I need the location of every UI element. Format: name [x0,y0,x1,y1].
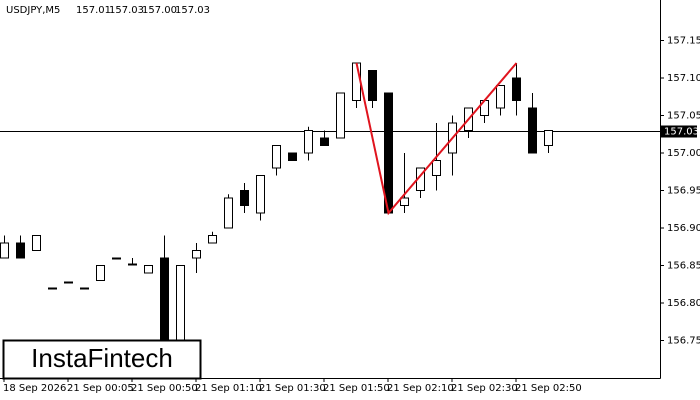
symbol: USDJPY,M5 [6,5,60,16]
candle-body [368,70,377,101]
x-tick-label: 21 Sep 02:50 [515,383,582,394]
candle-body [224,197,233,229]
y-tick-label: 156.85 [667,261,700,272]
x-tick-label: 21 Sep 02:30 [451,383,518,394]
candle-body [304,130,313,154]
y-tick-label: 157.10 [667,73,700,84]
y-tick-label: 156.80 [667,298,700,309]
candle-body [48,287,57,290]
ohlc-open: 157.01 [76,5,111,16]
y-tick-label: 157.15 [667,36,700,47]
candle-body [336,92,345,139]
candle-body [400,197,409,206]
candle-body [192,250,201,259]
candle-body [288,152,297,161]
ohlc-low: 157.00 [142,5,177,16]
candle-body [96,265,105,281]
candle-body [32,235,41,251]
x-tick-label: 21 Sep 01:50 [323,383,390,394]
y-tick-label: 156.75 [667,336,700,347]
ohlc-close: 157.03 [175,5,210,16]
logo: InstaFintech [31,343,173,373]
current-price-label: 157.03 [664,127,699,138]
candle-body [64,281,73,284]
candle-body [80,287,89,290]
x-tick-label: 18 Sep 2026 [3,383,66,394]
y-tick-label: 157.05 [667,111,700,122]
x-tick-label: 21 Sep 00:50 [131,383,198,394]
candle-body [240,190,249,206]
candle-body [256,175,265,214]
candle-body [512,77,521,101]
y-tick-label: 156.95 [667,186,700,197]
current-price-box [661,125,697,138]
candle-body [208,235,217,244]
candle-body [432,160,441,176]
x-tick-label: 21 Sep 02:10 [387,383,454,394]
candle-body [16,242,25,259]
y-tick-label: 157.00 [667,148,700,159]
plot-area [0,62,660,378]
candle-body [0,242,9,259]
x-tick-label: 21 Sep 01:30 [259,383,326,394]
candle-body [320,137,329,146]
ohlc-high: 157.03 [109,5,144,16]
x-tick-label: 21 Sep 01:10 [195,383,262,394]
candle-body [496,85,505,109]
candle-body [384,92,393,214]
candle-body [544,130,553,146]
candle-body [352,62,361,101]
pattern-line [355,62,518,216]
y-tick-label: 156.90 [667,223,700,234]
candle-body [272,145,281,169]
candle-body [128,263,137,266]
logo-box [2,339,202,380]
x-tick-label: 21 Sep 00:05 [67,383,134,394]
candle-body [528,107,537,154]
candle-body [144,265,153,274]
candle-body [112,257,121,260]
